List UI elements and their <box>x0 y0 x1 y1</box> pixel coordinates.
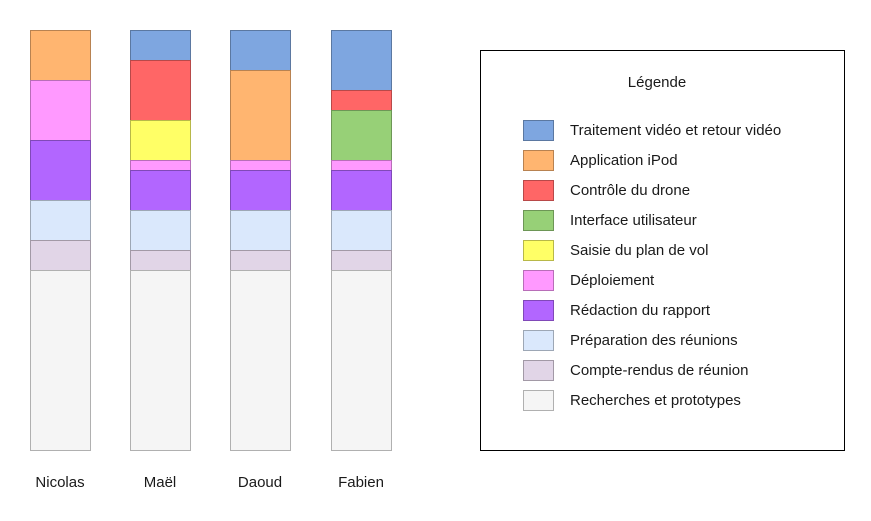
legend-label-traitement-video-et-retour-video: Traitement vidéo et retour vidéo <box>570 122 781 139</box>
category-label-daoud: Daoud <box>238 474 282 491</box>
bar-segment-fabien-redaction-du-rapport <box>331 170 392 211</box>
bars-layer <box>30 30 392 451</box>
legend-label-redaction-du-rapport: Rédaction du rapport <box>570 302 711 319</box>
bar-segment-fabien-interface-utilisateur <box>331 110 392 161</box>
legend-swatch-deploiement <box>523 270 554 291</box>
bar-segment-mael-controle-du-drone <box>130 60 191 121</box>
legend-swatch-controle-du-drone <box>523 180 554 201</box>
legend-title: Légende <box>628 74 686 91</box>
legend-swatch-interface-utilisateur <box>523 210 554 231</box>
bar-segment-nicolas-deploiement <box>30 80 91 141</box>
legend-label-saisie-du-plan-de-vol: Saisie du plan de vol <box>570 242 708 259</box>
bar-segment-daoud-deploiement <box>230 160 291 171</box>
legend-label-preparation-des-reunions: Préparation des réunions <box>570 332 738 349</box>
bar-segment-fabien-traitement-video-et-retour-video <box>331 30 392 91</box>
bar-segment-mael-recherches-et-prototypes <box>130 270 191 451</box>
legend-label-compte-rendus-de-reunion: Compte-rendus de réunion <box>570 362 748 379</box>
legend-swatch-compte-rendus-de-reunion <box>523 360 554 381</box>
legend-items: Traitement vidéo et retour vidéo Applicat… <box>523 120 781 411</box>
legend-swatch-preparation-des-reunions <box>523 330 554 351</box>
bar-segment-fabien-preparation-des-reunions <box>331 210 392 251</box>
bar-segment-mael-preparation-des-reunions <box>130 210 191 251</box>
legend-swatch-recherches-et-prototypes <box>523 390 554 411</box>
bar-segment-nicolas-compte-rendus-de-reunion <box>30 240 91 271</box>
category-label-fabien: Fabien <box>338 474 384 491</box>
bar-segment-fabien-compte-rendus-de-reunion <box>331 250 392 271</box>
bar-segment-nicolas-preparation-des-reunions <box>30 200 91 241</box>
category-label-nicolas: Nicolas <box>35 474 84 491</box>
bar-segment-mael-saisie-du-plan-de-vol <box>130 120 191 161</box>
category-label-mael: Maël <box>144 474 177 491</box>
bar-segment-daoud-compte-rendus-de-reunion <box>230 250 291 271</box>
legend-label-deploiement: Déploiement <box>570 272 655 289</box>
bar-segment-fabien-recherches-et-prototypes <box>331 270 392 451</box>
legend-label-application-ipod: Application iPod <box>570 152 678 169</box>
bar-segment-mael-compte-rendus-de-reunion <box>130 250 191 271</box>
bar-segment-mael-traitement-video-et-retour-video <box>130 30 191 61</box>
legend-label-interface-utilisateur: Interface utilisateur <box>570 212 697 229</box>
bar-segment-fabien-controle-du-drone <box>331 90 392 111</box>
legend-label-controle-du-drone: Contrôle du drone <box>570 182 690 199</box>
legend-label-recherches-et-prototypes: Recherches et prototypes <box>570 392 741 409</box>
category-labels: Nicolas Maël Daoud Fabien <box>35 474 384 491</box>
legend-swatch-redaction-du-rapport <box>523 300 554 321</box>
bar-segment-nicolas-recherches-et-prototypes <box>30 270 91 451</box>
bar-segment-mael-redaction-du-rapport <box>130 170 191 211</box>
bar-segment-daoud-redaction-du-rapport <box>230 170 291 211</box>
bar-segment-daoud-preparation-des-reunions <box>230 210 291 251</box>
bar-segment-daoud-application-ipod <box>230 70 291 161</box>
legend-swatch-saisie-du-plan-de-vol <box>523 240 554 261</box>
bar-segment-mael-deploiement <box>130 160 191 171</box>
bar-segment-nicolas-application-ipod <box>30 30 91 81</box>
legend-swatch-traitement-video-et-retour-video <box>523 120 554 141</box>
bar-segment-daoud-recherches-et-prototypes <box>230 270 291 451</box>
bar-segment-daoud-traitement-video-et-retour-video <box>230 30 291 71</box>
legend-swatch-application-ipod <box>523 150 554 171</box>
bar-segment-nicolas-redaction-du-rapport <box>30 140 91 201</box>
bar-segment-fabien-deploiement <box>331 160 392 171</box>
